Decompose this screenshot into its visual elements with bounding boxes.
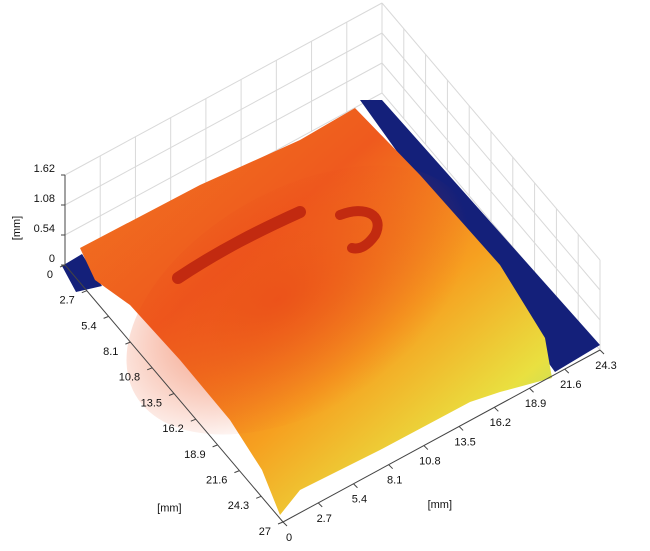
grid-line — [64, 32, 383, 206]
y-tick — [147, 367, 153, 371]
x-tick — [317, 502, 323, 508]
y-tick — [103, 315, 109, 319]
surface-ridge — [172, 206, 306, 284]
surface-ridge — [335, 206, 383, 254]
surface-hot — [126, 165, 474, 435]
x-tick-label: 8.1 — [387, 475, 402, 487]
x-axis — [282, 349, 601, 523]
y-tick-label: 0 — [47, 269, 53, 281]
x-tick — [388, 464, 394, 470]
x-tick-label: 24.3 — [595, 360, 616, 372]
x-tick — [423, 445, 429, 450]
y-tick — [81, 290, 87, 294]
y-tick — [59, 264, 66, 268]
x-tick-label: 16.2 — [490, 417, 511, 429]
x-tick — [599, 349, 605, 355]
y-tick-label: 21.6 — [206, 475, 227, 487]
surface-edge — [360, 100, 600, 372]
z-tick-label: 1.62 — [34, 163, 55, 175]
y-tick-label: 13.5 — [141, 397, 162, 409]
y-tick-label: 24.3 — [228, 500, 249, 512]
x-tick — [282, 521, 288, 527]
y-tick — [256, 495, 262, 499]
y-tick — [212, 444, 218, 448]
y-tick-label: 16.2 — [162, 423, 183, 435]
y-tick — [190, 418, 196, 422]
grid-line — [64, 2, 383, 176]
grid-line — [381, 62, 601, 321]
x-tick — [493, 406, 499, 412]
grid-line — [64, 62, 383, 236]
y-tick-label: 27 — [259, 526, 271, 538]
surface-edge — [62, 254, 102, 292]
y-tick-label: 18.9 — [184, 449, 205, 461]
y-tick — [277, 521, 284, 525]
z-axis-label: [mm] — [11, 216, 23, 240]
grid-line — [381, 2, 601, 261]
y-tick-label: 10.8 — [119, 372, 140, 384]
x-tick — [529, 387, 534, 393]
x-tick — [458, 426, 464, 431]
z-tick-label: 1.08 — [34, 193, 55, 205]
y-tick-label: 8.1 — [103, 346, 118, 358]
y-tick — [234, 470, 240, 474]
axes: 0 0.54 1.08 1.62 0 2.7 5.4 8.1 10.8 13.5 16.2 18.9 2… — [11, 163, 617, 544]
x-tick — [353, 483, 358, 489]
y-tick-label: 5.4 — [81, 320, 96, 332]
y-tick-label: 2.7 — [60, 295, 75, 307]
z-tick-label: 0.54 — [34, 223, 55, 235]
x-tick — [564, 368, 570, 374]
z-tick-label: 0 — [49, 253, 55, 265]
x-tick-label: 2.7 — [317, 513, 332, 525]
grid-line — [381, 32, 601, 291]
x-tick-label: 18.9 — [525, 398, 546, 410]
surface — [62, 100, 600, 515]
x-tick-label: 13.5 — [454, 436, 475, 448]
x-tick-label: 21.6 — [560, 379, 581, 391]
x-tick-label: 5.4 — [352, 494, 367, 506]
x-tick-label: 10.8 — [419, 455, 440, 467]
y-tick — [125, 341, 131, 345]
y-tick — [168, 393, 175, 396]
x-tick-label: 0 — [286, 532, 292, 544]
x-axis-label: [mm] — [428, 499, 452, 511]
y-axis-label: [mm] — [157, 503, 181, 515]
